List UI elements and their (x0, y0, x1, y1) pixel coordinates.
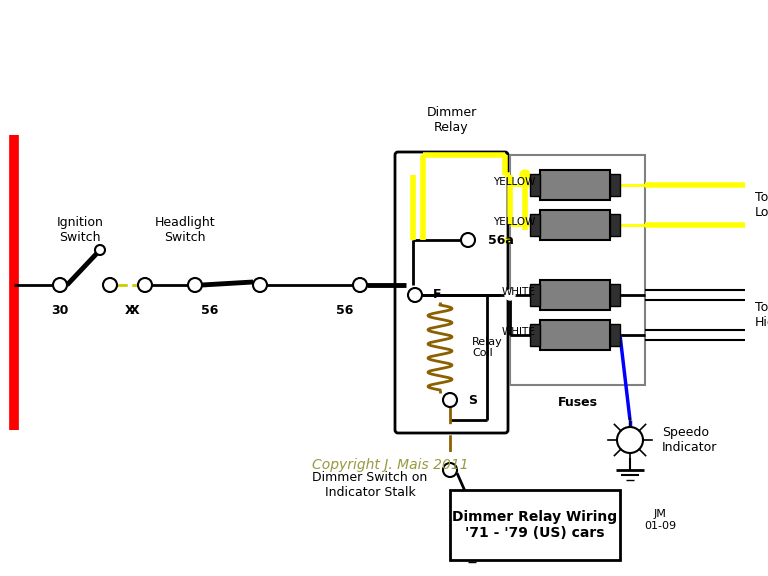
Circle shape (53, 278, 67, 292)
Circle shape (408, 288, 422, 302)
Circle shape (253, 278, 267, 292)
Circle shape (188, 278, 202, 292)
Text: F: F (433, 289, 442, 301)
Text: 30: 30 (51, 304, 68, 316)
Text: WHITE: WHITE (502, 327, 535, 337)
Text: Copyright J. Mais 2011: Copyright J. Mais 2011 (312, 458, 468, 472)
Bar (530, 174, 540, 196)
Text: 56: 56 (336, 304, 354, 316)
Circle shape (103, 278, 117, 292)
Bar (510, 155, 645, 385)
Bar (540, 280, 610, 310)
Text: To
High-Beams: To High-Beams (755, 301, 768, 329)
Text: Dimmer Switch on
Indicator Stalk: Dimmer Switch on Indicator Stalk (313, 471, 428, 499)
Circle shape (443, 393, 457, 407)
Text: Fuses: Fuses (558, 396, 598, 410)
Bar (530, 284, 540, 306)
Text: Dimmer Relay Wiring
'71 - '79 (US) cars: Dimmer Relay Wiring '71 - '79 (US) cars (452, 510, 617, 540)
Bar (450, 490, 620, 560)
Text: Speedo
Indicator: Speedo Indicator (662, 426, 717, 454)
Text: WHITE: WHITE (502, 287, 535, 297)
Bar (530, 324, 540, 346)
Text: X: X (125, 304, 135, 316)
Circle shape (353, 278, 367, 292)
Bar (540, 170, 610, 200)
Text: YELLOW: YELLOW (492, 177, 535, 187)
Circle shape (617, 427, 643, 453)
Circle shape (461, 233, 475, 247)
Bar (610, 284, 620, 306)
Text: 56: 56 (201, 304, 219, 316)
Bar (610, 214, 620, 236)
Circle shape (505, 290, 515, 300)
Text: To
Low-Beams: To Low-Beams (755, 191, 768, 219)
Bar (610, 324, 620, 346)
Bar (540, 210, 610, 240)
Circle shape (138, 278, 152, 292)
Circle shape (95, 245, 105, 255)
Text: Ignition
Switch: Ignition Switch (57, 216, 104, 244)
Text: YELLOW: YELLOW (492, 217, 535, 227)
Text: Headlight
Switch: Headlight Switch (154, 216, 215, 244)
Text: Relay
Coil: Relay Coil (472, 337, 503, 358)
Text: JM
01-09: JM 01-09 (644, 509, 676, 531)
Text: S: S (468, 393, 477, 407)
Text: Dimmer
Relay: Dimmer Relay (426, 106, 477, 134)
Circle shape (520, 170, 530, 180)
Bar (610, 174, 620, 196)
Bar (530, 214, 540, 236)
FancyBboxPatch shape (395, 152, 508, 433)
Circle shape (465, 503, 479, 517)
Circle shape (443, 463, 457, 477)
Text: 56a: 56a (488, 233, 514, 247)
Text: X: X (131, 304, 140, 316)
Bar (540, 320, 610, 350)
